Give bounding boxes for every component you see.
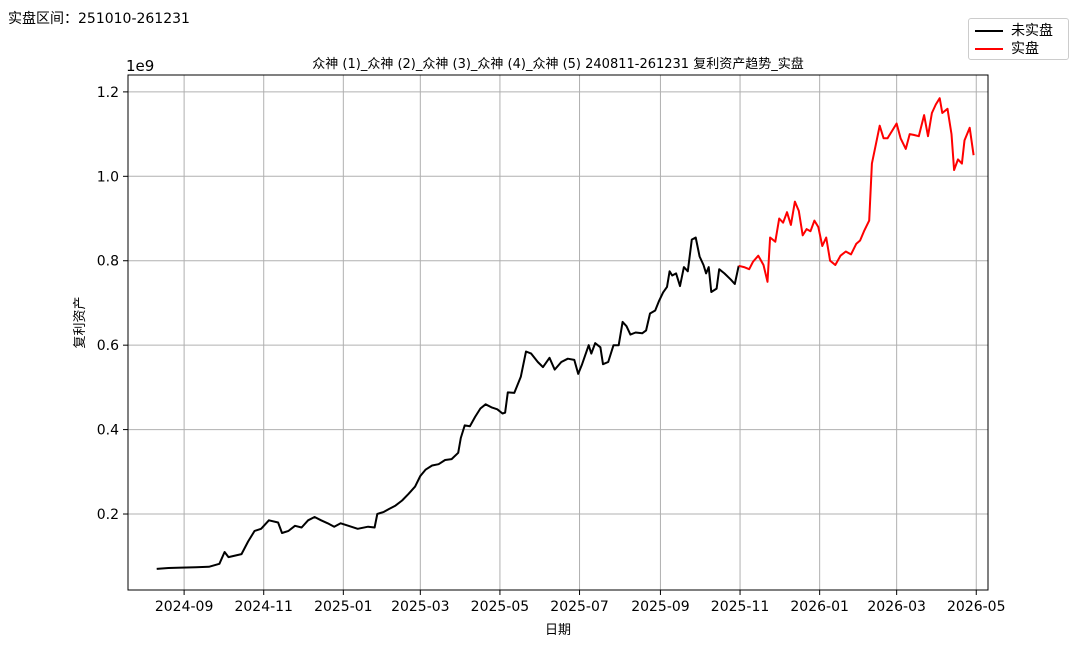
y-tick-label: 0.8 [97, 254, 119, 270]
legend-swatch-black [975, 30, 1003, 32]
y-scale-label: 1e9 [126, 57, 154, 75]
y-tick-label: 0.2 [97, 507, 119, 523]
x-tick-label: 2026-03 [867, 599, 926, 615]
series-layer [156, 97, 975, 570]
legend-item-live: 实盘 [975, 40, 1039, 58]
legend-swatch-red [975, 48, 1003, 50]
x-tick-label: 2025-11 [711, 599, 770, 615]
legend-label-unlive: 未实盘 [1011, 23, 1053, 39]
y-tick-label: 1.0 [97, 169, 119, 185]
x-tick-label: 2025-07 [550, 599, 609, 615]
x-tick-label: 2025-09 [631, 599, 690, 615]
series-line-unlive [156, 236, 740, 570]
grid-layer [128, 75, 988, 590]
y-tick-label: 0.4 [97, 423, 119, 439]
range-label: 实盘区间：251010-261231 [8, 11, 190, 27]
x-tick-label: 2025-03 [391, 599, 450, 615]
x-tick-label: 2024-09 [155, 599, 214, 615]
plot-frame [127, 74, 989, 591]
ticks-layer: 2024-09 2024-11 2025-01 2025-03 2025-05 2025-… [97, 85, 1006, 615]
legend: 未实盘 实盘 [968, 18, 1069, 60]
x-tick-label: 2025-05 [471, 599, 530, 615]
x-tick-label: 2026-05 [947, 599, 1006, 615]
y-tick-label: 1.2 [97, 85, 119, 101]
x-axis-label: 日期 [545, 623, 571, 638]
x-tick-label: 2026-01 [790, 599, 849, 615]
y-axis-label: 复利资产 [73, 296, 88, 348]
legend-item-unlive: 未实盘 [975, 22, 1053, 40]
x-tick-label: 2024-11 [234, 599, 293, 615]
series-line-live [738, 97, 975, 283]
chart-title: 众神 (1)_众神 (2)_众神 (3)_众神 (4)_众神 (5) 24081… [312, 56, 803, 72]
legend-label-live: 实盘 [1011, 41, 1039, 57]
x-tick-label: 2025-01 [314, 599, 373, 615]
y-tick-label: 0.6 [97, 338, 119, 354]
